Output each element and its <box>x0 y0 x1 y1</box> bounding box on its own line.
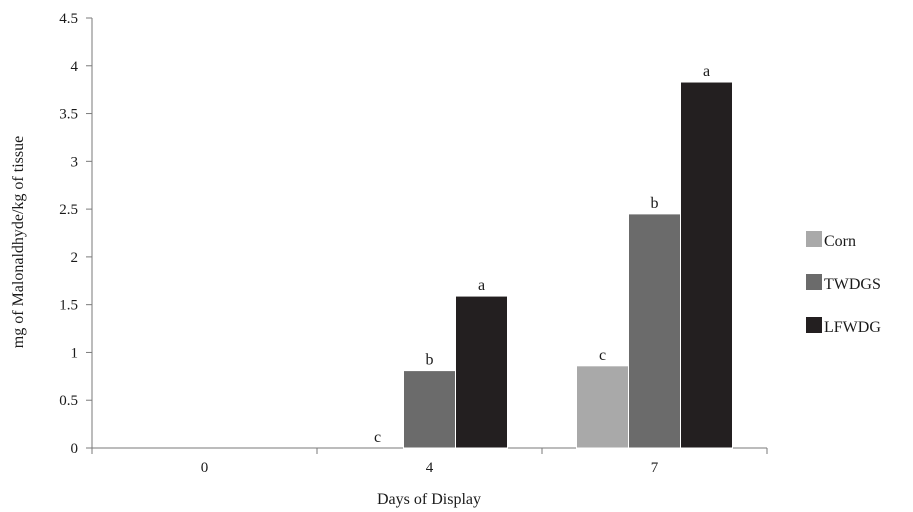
bar <box>628 213 681 449</box>
x-tick-label: 7 <box>651 460 659 476</box>
y-tick-label: 0.5 <box>59 393 78 409</box>
x-tick-label: 4 <box>426 460 434 476</box>
data-label: b <box>651 195 659 212</box>
data-label: c <box>599 347 606 364</box>
bar <box>455 295 508 449</box>
legend-swatch <box>806 317 822 333</box>
x-axis-title: Days of Display <box>377 491 481 508</box>
y-axis: 0 0.5 1 1.5 2 2.5 3 3.5 4 4.5 <box>59 11 93 457</box>
y-tick-label: 4.5 <box>59 11 78 27</box>
y-tick-label: 2 <box>71 250 79 266</box>
x-tick-label: 0 <box>201 460 209 476</box>
y-tick-label: 4 <box>71 59 79 75</box>
y-tick-label: 3.5 <box>59 107 78 123</box>
data-label: a <box>703 63 710 80</box>
y-tick-label: 3 <box>71 154 79 170</box>
significance-labels: c b a c b a <box>374 63 710 446</box>
data-label: b <box>426 352 434 369</box>
y-tick-label: 2.5 <box>59 202 78 218</box>
legend-label: Corn <box>824 233 856 250</box>
y-tick-label: 1.5 <box>59 298 78 314</box>
data-label: a <box>478 277 485 294</box>
y-tick-label: 0 <box>71 441 79 457</box>
legend-swatch <box>806 231 822 247</box>
y-tick-label: 1 <box>71 345 79 361</box>
bars <box>403 81 733 449</box>
x-axis: 0 4 7 <box>91 447 768 476</box>
data-label: c <box>374 429 381 446</box>
legend-label: LFWDG <box>824 319 881 336</box>
legend-swatch <box>806 274 822 290</box>
y-axis-title: mg of Malonaldhyde/kg of tissue <box>10 136 27 348</box>
legend-label: TWDGS <box>824 276 881 293</box>
bar <box>680 81 733 449</box>
bar <box>576 365 629 449</box>
bar <box>403 370 456 449</box>
legend: Corn TWDGS LFWDG <box>806 231 881 336</box>
